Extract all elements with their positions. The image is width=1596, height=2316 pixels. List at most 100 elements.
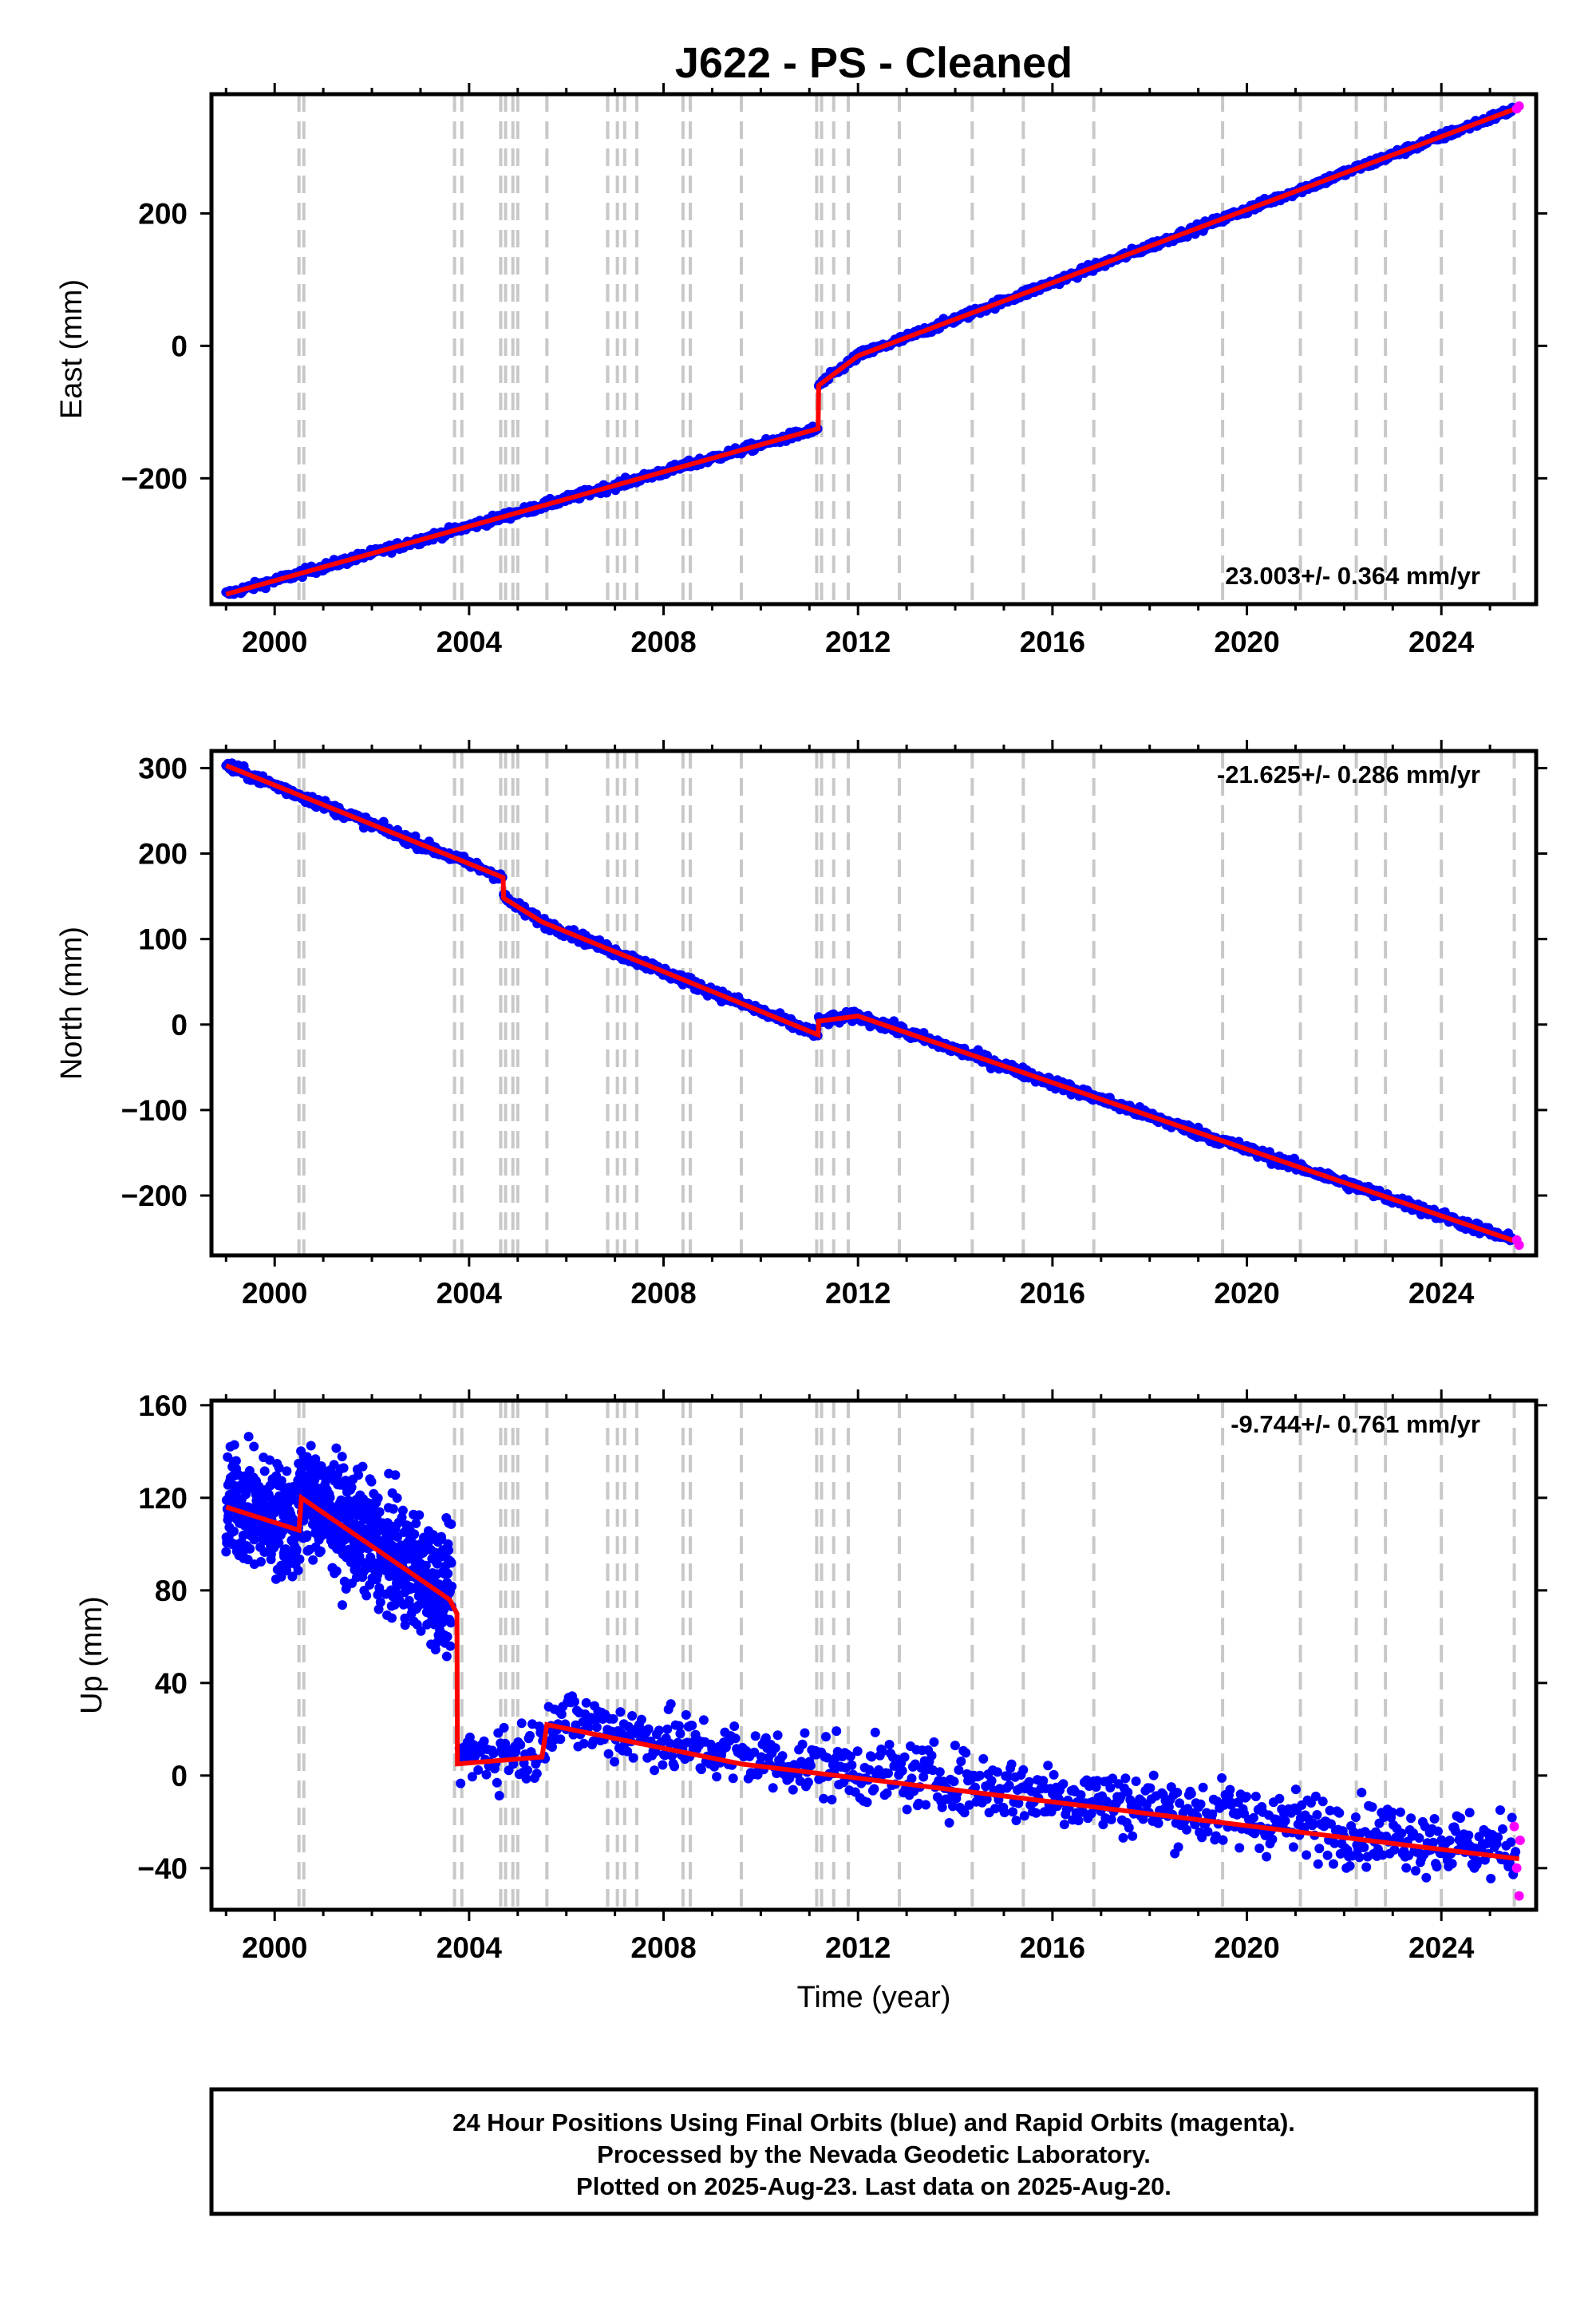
data-point bbox=[1290, 1784, 1301, 1795]
data-point bbox=[1288, 1842, 1298, 1852]
data-point bbox=[729, 1721, 740, 1731]
y-tick-label: 0 bbox=[171, 330, 188, 362]
data-point bbox=[1354, 1852, 1365, 1863]
data-point bbox=[852, 1746, 863, 1757]
data-point bbox=[954, 1765, 964, 1775]
data-point bbox=[291, 1544, 302, 1555]
data-point bbox=[479, 1736, 489, 1746]
data-point bbox=[770, 1743, 780, 1753]
data-point bbox=[531, 1769, 542, 1779]
data-point bbox=[581, 1697, 591, 1708]
y-tick-label: 0 bbox=[171, 1009, 188, 1041]
data-point bbox=[768, 1783, 778, 1793]
data-point bbox=[603, 1749, 614, 1759]
data-point bbox=[1190, 1820, 1200, 1830]
data-point bbox=[456, 1778, 466, 1788]
data-point bbox=[1267, 1834, 1278, 1844]
data-point bbox=[1387, 1807, 1397, 1817]
data-point bbox=[441, 1651, 452, 1662]
data-point bbox=[409, 1529, 420, 1539]
data-point bbox=[650, 1765, 660, 1776]
data-point bbox=[1411, 1866, 1420, 1876]
data-point bbox=[867, 1752, 877, 1762]
data-point bbox=[265, 1455, 275, 1465]
data-point bbox=[1495, 1805, 1505, 1816]
data-point bbox=[428, 1530, 438, 1540]
data-point bbox=[1329, 1838, 1340, 1848]
data-point bbox=[956, 1757, 966, 1766]
data-point bbox=[662, 1724, 673, 1734]
up-rate-label: -9.744+/- 0.761 mm/yr bbox=[1231, 1410, 1480, 1438]
data-point bbox=[499, 1722, 509, 1733]
data-point bbox=[337, 1452, 347, 1462]
chart-title: J622 - PS - Cleaned bbox=[675, 39, 1073, 87]
footer-line-1: 24 Hour Positions Using Final Orbits (bl… bbox=[452, 2109, 1295, 2136]
y-tick-label: −100 bbox=[121, 1094, 188, 1127]
data-point bbox=[245, 1543, 255, 1554]
data-point bbox=[390, 1470, 401, 1480]
data-point bbox=[339, 1576, 350, 1587]
data-point bbox=[864, 1765, 875, 1775]
data-point bbox=[312, 1483, 322, 1493]
data-point bbox=[666, 1699, 676, 1709]
data-point bbox=[800, 1728, 810, 1738]
data-point bbox=[1004, 1780, 1014, 1791]
data-point bbox=[1145, 1783, 1156, 1793]
data-point bbox=[1248, 1812, 1258, 1823]
data-point bbox=[728, 1773, 738, 1784]
data-point bbox=[902, 1804, 912, 1815]
x-tick-label: 2008 bbox=[630, 1277, 696, 1310]
north-frame bbox=[209, 749, 1539, 1258]
data-point bbox=[416, 1626, 426, 1636]
up-plot-area bbox=[221, 1401, 1525, 1910]
data-point bbox=[388, 1504, 398, 1514]
up-panel: 2000 2004 2008 2012 2016 2020 2024 −40 0 40 80 120 1… bbox=[75, 1389, 1547, 1964]
data-point bbox=[921, 1800, 931, 1810]
data-point bbox=[488, 1749, 499, 1759]
data-point bbox=[231, 1456, 241, 1466]
data-point bbox=[446, 1618, 456, 1628]
y-tick-label: 160 bbox=[138, 1389, 188, 1422]
data-point bbox=[473, 1765, 484, 1775]
data-point bbox=[1018, 1765, 1029, 1775]
data-point bbox=[961, 1748, 971, 1758]
data-point bbox=[229, 1440, 239, 1450]
north-rate-label: -21.625+/- 0.286 mm/yr bbox=[1217, 761, 1480, 788]
data-point bbox=[521, 1773, 531, 1784]
data-point bbox=[1428, 1837, 1439, 1848]
data-point bbox=[591, 1715, 601, 1725]
x-tick-label: 2004 bbox=[437, 1277, 503, 1310]
data-point bbox=[636, 1714, 646, 1725]
data-point bbox=[1172, 1788, 1183, 1798]
data-point bbox=[373, 1493, 383, 1504]
x-tick-label: 2024 bbox=[1408, 1931, 1475, 1964]
data-point bbox=[1197, 1832, 1207, 1843]
data-point bbox=[1302, 1850, 1312, 1860]
data-point bbox=[293, 1565, 303, 1575]
data-point bbox=[1313, 1859, 1323, 1869]
data-point bbox=[1326, 1819, 1336, 1829]
x-tick-label: 2008 bbox=[630, 1931, 696, 1964]
data-point bbox=[628, 1753, 638, 1763]
data-point bbox=[1076, 1790, 1086, 1800]
data-point bbox=[1019, 1811, 1029, 1821]
data-point bbox=[1211, 1831, 1221, 1841]
data-point bbox=[221, 1547, 231, 1557]
data-point bbox=[375, 1597, 385, 1607]
data-point bbox=[1235, 1843, 1245, 1853]
data-point bbox=[1186, 1788, 1196, 1799]
data-point bbox=[1464, 1808, 1475, 1818]
data-point bbox=[757, 1752, 766, 1762]
data-point bbox=[446, 1519, 456, 1529]
data-point bbox=[1396, 1828, 1407, 1839]
data-point bbox=[1314, 1844, 1325, 1854]
x-tick-label: 2004 bbox=[437, 626, 503, 658]
rapid-point bbox=[1509, 1821, 1519, 1832]
data-point bbox=[373, 1570, 383, 1580]
data-point bbox=[675, 1729, 685, 1739]
data-point bbox=[1106, 1814, 1116, 1824]
data-point bbox=[1003, 1772, 1013, 1782]
data-point bbox=[978, 1753, 989, 1764]
x-tick-label: 2012 bbox=[825, 1931, 891, 1964]
